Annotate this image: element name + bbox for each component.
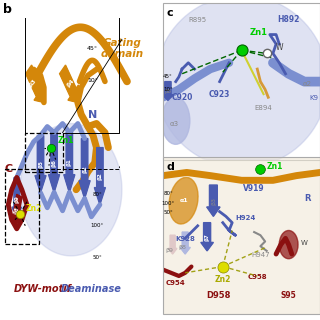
Polygon shape: [49, 132, 60, 193]
Text: β9: β9: [165, 248, 173, 253]
Text: Zn1: Zn1: [250, 28, 268, 36]
Text: H947: H947: [251, 252, 270, 258]
Text: Gating
domain: Gating domain: [100, 37, 143, 59]
Text: d: d: [166, 162, 174, 172]
Polygon shape: [168, 235, 177, 254]
Polygon shape: [64, 132, 75, 193]
Polygon shape: [26, 65, 44, 102]
Polygon shape: [35, 136, 46, 193]
Text: β3: β3: [211, 197, 216, 205]
Text: E894: E894: [255, 105, 272, 111]
Text: β4: β4: [65, 78, 75, 88]
Text: β2: β2: [97, 172, 102, 180]
Ellipse shape: [169, 177, 198, 224]
Polygon shape: [163, 82, 173, 100]
Text: C: C: [4, 164, 12, 174]
Text: 10°: 10°: [163, 87, 173, 92]
Text: Zn2: Zn2: [26, 204, 43, 213]
Text: C920: C920: [171, 93, 193, 102]
Polygon shape: [12, 178, 21, 220]
Polygon shape: [60, 65, 78, 102]
Text: C923: C923: [209, 90, 230, 99]
Polygon shape: [11, 194, 22, 226]
Text: 50°: 50°: [163, 211, 173, 215]
Polygon shape: [79, 139, 90, 199]
Text: 100°: 100°: [161, 201, 175, 206]
Text: DYW-motif: DYW-motif: [13, 284, 71, 294]
Text: 45°: 45°: [87, 46, 98, 51]
Text: K928: K928: [176, 236, 196, 243]
Text: β6: β6: [52, 159, 57, 167]
Text: β8: β8: [164, 89, 172, 93]
Polygon shape: [207, 185, 220, 216]
Text: β7: β7: [204, 233, 210, 241]
Bar: [5, 169, 39, 244]
Text: Zn2: Zn2: [215, 275, 231, 284]
Polygon shape: [94, 148, 105, 205]
Text: β5: β5: [38, 160, 43, 168]
Text: W: W: [276, 43, 284, 52]
Text: C958: C958: [247, 274, 267, 280]
Polygon shape: [20, 124, 122, 256]
Polygon shape: [201, 223, 213, 251]
Bar: [25, 132, 63, 172]
Text: 80°: 80°: [163, 191, 173, 196]
Text: β8: β8: [178, 245, 186, 250]
Text: H924: H924: [235, 214, 256, 220]
Text: K9: K9: [309, 95, 318, 101]
Text: Zn1: Zn1: [267, 162, 283, 171]
Text: β8: β8: [13, 206, 20, 215]
Text: β9: β9: [14, 195, 19, 203]
Text: W: W: [301, 240, 308, 246]
Text: β1: β1: [67, 159, 72, 166]
Text: Zn1: Zn1: [58, 136, 74, 145]
Text: C954: C954: [166, 280, 186, 286]
Text: S95: S95: [281, 291, 297, 300]
Ellipse shape: [162, 97, 190, 144]
Text: β2: β2: [82, 165, 87, 172]
Text: R: R: [304, 194, 311, 203]
Polygon shape: [163, 3, 320, 160]
Text: α1: α1: [179, 198, 188, 203]
Ellipse shape: [279, 230, 298, 259]
Text: N: N: [88, 109, 98, 119]
Text: 100°: 100°: [91, 223, 104, 228]
Text: α2: α2: [303, 81, 312, 87]
Text: V919: V919: [243, 184, 265, 193]
Text: 80°: 80°: [92, 192, 102, 197]
Text: β3: β3: [28, 78, 38, 88]
Text: α3: α3: [170, 121, 179, 126]
Text: R895: R895: [188, 17, 207, 23]
Text: H892: H892: [277, 15, 300, 24]
Text: 10°: 10°: [87, 77, 98, 83]
Text: Deaminase: Deaminase: [61, 284, 122, 294]
Text: b: b: [3, 3, 12, 16]
Text: D958: D958: [206, 291, 230, 300]
Text: 45°: 45°: [163, 74, 173, 79]
Polygon shape: [180, 232, 190, 254]
Text: c: c: [166, 8, 173, 18]
Text: 50°: 50°: [92, 255, 102, 260]
Polygon shape: [163, 157, 320, 314]
